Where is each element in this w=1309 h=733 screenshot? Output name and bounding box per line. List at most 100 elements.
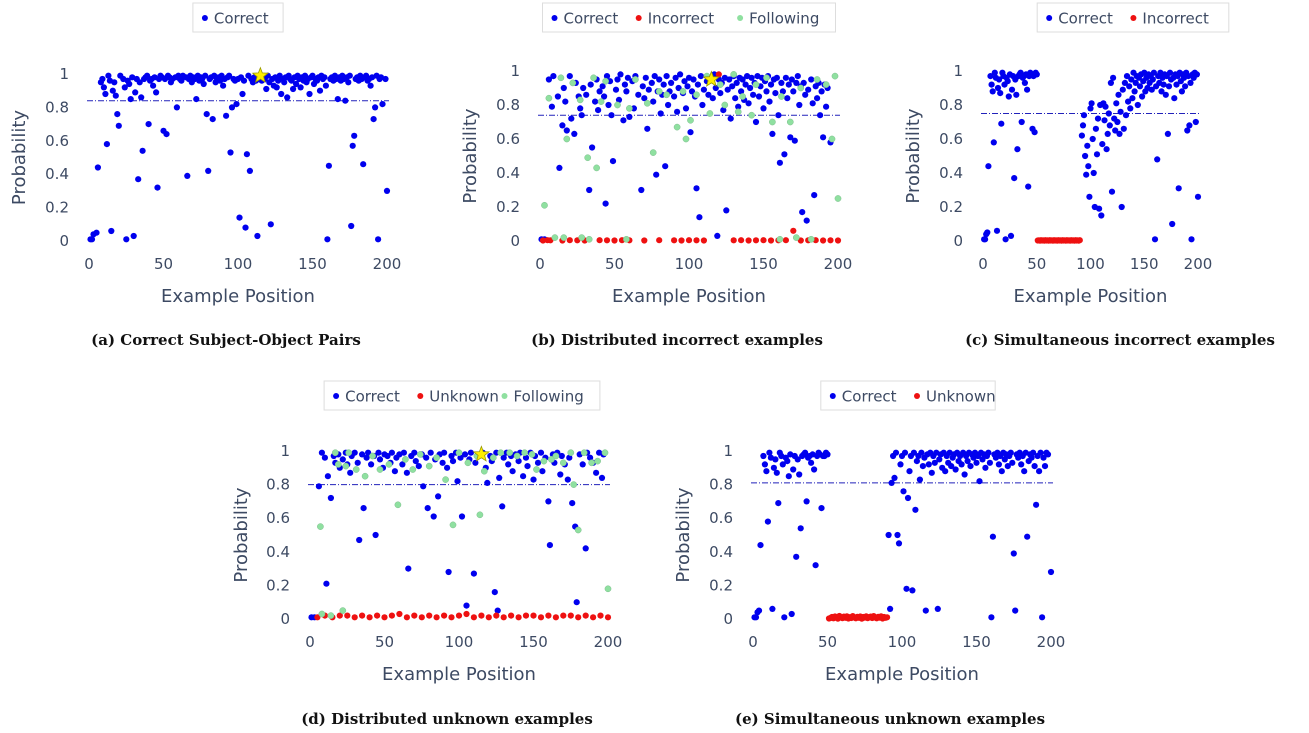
following-point: [497, 449, 505, 457]
correct-point: [1079, 122, 1087, 129]
correct-point: [989, 88, 996, 95]
correct-point: [154, 184, 161, 191]
legend-marker: [333, 393, 340, 399]
correct-point: [1112, 127, 1119, 134]
incorrect-point: [715, 71, 722, 78]
correct-point: [1175, 185, 1182, 192]
correct-point: [790, 466, 797, 473]
correct-point: [766, 98, 773, 105]
correct-point: [321, 74, 328, 81]
incorrect-point: [566, 237, 573, 244]
correct-point: [334, 96, 341, 103]
x-tick-label: 100: [1076, 255, 1105, 273]
correct-point: [763, 88, 770, 95]
incorrect-point: [455, 612, 463, 619]
correct-point: [1127, 105, 1134, 112]
correct-point: [293, 80, 300, 88]
incorrect-point: [641, 237, 648, 244]
correct-point: [991, 69, 998, 76]
correct-point: [592, 98, 599, 105]
correct-point: [297, 84, 304, 91]
x-axis-label: Example Position: [161, 286, 315, 307]
correct-point: [88, 236, 96, 243]
following-point: [409, 466, 417, 473]
correct-point: [564, 476, 571, 483]
correct-point: [562, 98, 569, 105]
incorrect-point: [760, 237, 767, 244]
correct-point: [1007, 449, 1014, 456]
correct-point: [996, 76, 1003, 83]
correct-point: [1025, 183, 1032, 190]
following-point: [834, 195, 842, 202]
correct-point: [824, 451, 831, 458]
following-point: [792, 234, 800, 241]
correct-point: [1013, 91, 1020, 98]
correct-point: [93, 229, 100, 236]
correct-point: [202, 72, 209, 79]
correct-point: [805, 86, 812, 93]
correct-point: [656, 76, 663, 83]
correct-point: [524, 463, 531, 470]
correct-point: [714, 232, 721, 239]
correct-point: [788, 610, 795, 618]
correct-point: [372, 104, 379, 111]
y-tick-label: 0.6: [939, 130, 963, 148]
correct-point: [650, 98, 657, 105]
correct-point: [1194, 193, 1202, 200]
correct-point: [904, 494, 912, 502]
correct-point: [912, 506, 919, 513]
correct-point: [897, 461, 904, 468]
correct-point: [1166, 69, 1174, 76]
correct-point: [558, 452, 565, 460]
y-axis-label: Probability: [460, 108, 481, 203]
y-tick-label: 0.4: [496, 164, 520, 182]
x-tick-label: 50: [1027, 255, 1046, 273]
correct-point: [738, 88, 745, 95]
following-point: [327, 612, 335, 619]
correct-point: [1132, 79, 1139, 86]
star-marker: [702, 70, 721, 87]
correct-point: [797, 525, 804, 532]
correct-point: [586, 186, 593, 194]
legend: Correct: [192, 2, 284, 33]
correct-point: [444, 464, 451, 471]
correct-point: [405, 565, 412, 572]
correct-point: [1010, 550, 1017, 557]
correct-point: [895, 540, 903, 547]
correct-point: [424, 505, 431, 512]
following-point: [602, 77, 609, 85]
correct-point: [568, 115, 575, 122]
y-tick-label: 0.2: [45, 199, 69, 217]
correct-point: [624, 74, 632, 81]
incorrect-point: [448, 614, 455, 621]
incorrect-point: [441, 612, 448, 619]
correct-point: [123, 236, 130, 243]
correct-point: [1008, 86, 1016, 93]
following-point: [489, 454, 497, 462]
correct-point: [227, 149, 234, 156]
following-point: [352, 466, 360, 473]
correct-point: [785, 473, 792, 480]
correct-point: [554, 93, 562, 100]
correct-point: [439, 459, 446, 466]
correct-point: [1131, 88, 1138, 95]
incorrect-point: [730, 237, 737, 244]
correct-point: [973, 459, 980, 466]
following-point: [649, 149, 657, 156]
correct-point: [936, 456, 943, 463]
correct-point: [803, 217, 810, 224]
following-point: [769, 118, 776, 126]
incorrect-point: [597, 612, 604, 619]
correct-point: [922, 607, 929, 614]
incorrect-point: [767, 237, 775, 244]
correct-point: [615, 96, 623, 103]
incorrect-point: [359, 612, 366, 619]
correct-point: [612, 86, 620, 93]
correct-point: [578, 112, 585, 119]
correct-point: [735, 103, 742, 110]
incorrect-point: [470, 614, 477, 621]
correct-point: [1151, 236, 1159, 243]
correct-point: [379, 101, 386, 108]
correct-point: [901, 449, 909, 456]
incorrect-point: [790, 227, 797, 234]
